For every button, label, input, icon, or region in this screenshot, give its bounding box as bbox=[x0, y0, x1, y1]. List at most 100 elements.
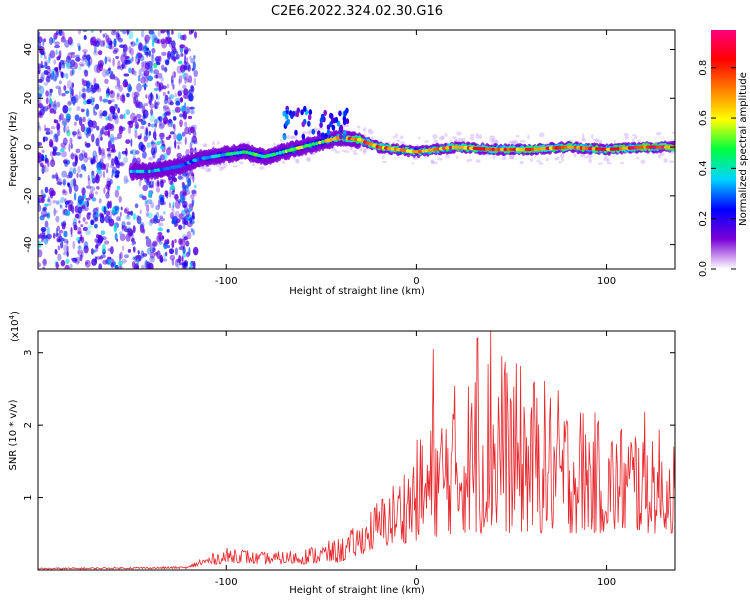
noise-speckle bbox=[104, 78, 109, 85]
noise-speckle bbox=[93, 106, 96, 113]
noise-speckle bbox=[116, 238, 119, 242]
noise-speckle bbox=[171, 40, 176, 49]
noise-speckle bbox=[174, 194, 179, 202]
noise-speckle bbox=[110, 261, 115, 269]
noise-speckle bbox=[149, 33, 154, 40]
noise-speckle bbox=[171, 204, 175, 214]
noise-speckle bbox=[54, 119, 59, 124]
noise-speckle bbox=[143, 103, 149, 107]
noise-speckle bbox=[96, 167, 102, 175]
noise-speckle bbox=[120, 30, 123, 33]
plume-mark bbox=[291, 110, 296, 117]
background-speckle bbox=[559, 153, 565, 159]
noise-speckle bbox=[49, 108, 55, 114]
ridge-core bbox=[621, 146, 627, 151]
noise-speckle bbox=[38, 78, 43, 83]
noise-speckle bbox=[147, 212, 153, 219]
noise-speckle bbox=[169, 189, 172, 198]
noise-speckle bbox=[56, 101, 61, 108]
noise-speckle bbox=[100, 149, 105, 155]
ridge-core bbox=[318, 140, 322, 145]
noise-speckle bbox=[136, 113, 142, 119]
noise-speckle bbox=[95, 173, 99, 181]
background-speckle bbox=[558, 160, 562, 164]
background-speckle bbox=[519, 139, 526, 143]
noise-speckle bbox=[167, 90, 170, 95]
noise-speckle bbox=[141, 84, 148, 88]
noise-speckle bbox=[95, 137, 100, 147]
background-speckle bbox=[640, 159, 646, 164]
noise-speckle bbox=[66, 80, 73, 89]
noise-speckle bbox=[106, 93, 109, 99]
noise-speckle bbox=[180, 106, 186, 112]
noise-speckle bbox=[159, 180, 164, 188]
noise-speckle bbox=[105, 45, 111, 49]
x-tick-label: -100 bbox=[215, 276, 238, 287]
noise-speckle bbox=[190, 126, 195, 134]
noise-speckle bbox=[126, 93, 130, 98]
noise-speckle bbox=[184, 76, 187, 84]
noise-speckle bbox=[164, 239, 167, 247]
noise-speckle bbox=[113, 76, 119, 81]
plume-mark bbox=[342, 115, 347, 122]
ridge-core bbox=[491, 147, 496, 152]
ridge-core bbox=[597, 147, 602, 151]
colorbar-tick-label: 0.2 bbox=[698, 211, 709, 227]
noise-speckle bbox=[152, 131, 157, 139]
noise-speckle bbox=[102, 98, 108, 103]
noise-speckle bbox=[74, 155, 79, 162]
plume-mark bbox=[300, 109, 304, 116]
noise-speckle bbox=[117, 33, 121, 38]
noise-speckle bbox=[87, 174, 90, 181]
noise-speckle bbox=[171, 258, 175, 266]
noise-speckle bbox=[189, 106, 195, 110]
ridge-core bbox=[138, 169, 143, 174]
noise-speckle bbox=[162, 235, 165, 240]
noise-speckle bbox=[146, 47, 150, 51]
noise-speckle bbox=[190, 140, 193, 147]
noise-speckle bbox=[118, 195, 122, 203]
noise-speckle bbox=[156, 72, 163, 79]
noise-speckle bbox=[43, 193, 46, 198]
noise-speckle bbox=[81, 93, 86, 99]
noise-speckle bbox=[185, 240, 190, 247]
x-tick-label: 0 bbox=[413, 577, 419, 588]
noise-speckle bbox=[138, 141, 144, 151]
plume-mark bbox=[326, 124, 331, 131]
noise-speckle bbox=[45, 97, 49, 105]
noise-speckle bbox=[134, 130, 138, 139]
noise-speckle bbox=[124, 58, 128, 65]
noise-speckle bbox=[71, 68, 75, 76]
noise-speckle bbox=[54, 41, 60, 46]
plume-mark bbox=[338, 110, 342, 117]
noise-speckle bbox=[89, 190, 95, 199]
noise-speckle bbox=[57, 129, 61, 137]
background-speckle bbox=[545, 157, 549, 162]
noise-speckle bbox=[54, 100, 57, 107]
noise-speckle bbox=[49, 36, 53, 45]
noise-speckle bbox=[113, 38, 117, 48]
noise-speckle bbox=[189, 261, 193, 269]
background-speckle bbox=[344, 150, 350, 153]
ridge-core bbox=[132, 169, 136, 174]
noise-speckle bbox=[154, 214, 158, 219]
noise-speckle bbox=[139, 54, 145, 62]
noise-speckle bbox=[192, 61, 196, 71]
colorbar-ticks: 0.0 0.2 0.4 0.6 0.8 bbox=[698, 60, 736, 277]
noise-speckle bbox=[159, 197, 164, 206]
noise-speckle bbox=[109, 149, 113, 153]
noise-speckle bbox=[70, 143, 73, 150]
ridge-core bbox=[506, 147, 511, 152]
plume-mark bbox=[345, 107, 349, 114]
noise-speckle bbox=[56, 123, 61, 131]
background-speckle bbox=[259, 166, 265, 170]
noise-speckle bbox=[103, 187, 106, 194]
noise-speckle bbox=[81, 187, 86, 196]
background-speckle bbox=[381, 160, 388, 164]
noise-speckle bbox=[151, 57, 156, 62]
noise-speckle bbox=[87, 87, 92, 92]
noise-speckle bbox=[80, 205, 87, 212]
noise-speckle bbox=[92, 97, 96, 102]
noise-speckle bbox=[133, 246, 136, 253]
noise-speckle bbox=[39, 232, 46, 237]
